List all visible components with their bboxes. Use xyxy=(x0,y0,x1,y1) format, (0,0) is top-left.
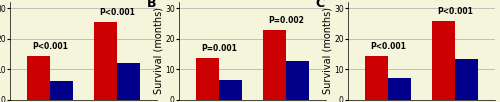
Bar xyxy=(455,59,478,100)
Bar xyxy=(196,58,219,100)
Bar xyxy=(262,30,286,100)
Bar xyxy=(388,78,411,100)
Bar xyxy=(50,81,74,100)
Bar xyxy=(364,56,388,100)
Text: P=0.002: P=0.002 xyxy=(268,16,304,25)
Bar xyxy=(26,56,50,100)
Y-axis label: Survival (months): Survival (months) xyxy=(154,8,164,94)
Bar xyxy=(286,61,310,100)
Title: Survival outcomes: Survival outcomes xyxy=(376,0,466,1)
Bar xyxy=(432,21,455,100)
Y-axis label: Survival (months): Survival (months) xyxy=(322,8,332,94)
Text: P<0.001: P<0.001 xyxy=(437,7,473,16)
Text: C: C xyxy=(316,0,325,10)
Text: P<0.001: P<0.001 xyxy=(32,42,68,51)
Title: Survival outcomes: Survival outcomes xyxy=(38,0,128,1)
Text: P=0.001: P=0.001 xyxy=(201,44,237,53)
Text: B: B xyxy=(146,0,156,10)
Bar xyxy=(94,22,117,100)
Bar xyxy=(117,63,140,100)
Title: Survival outcomes: Survival outcomes xyxy=(208,0,298,1)
Text: P<0.001: P<0.001 xyxy=(370,42,406,51)
Text: P<0.001: P<0.001 xyxy=(99,8,135,17)
Bar xyxy=(219,80,242,100)
